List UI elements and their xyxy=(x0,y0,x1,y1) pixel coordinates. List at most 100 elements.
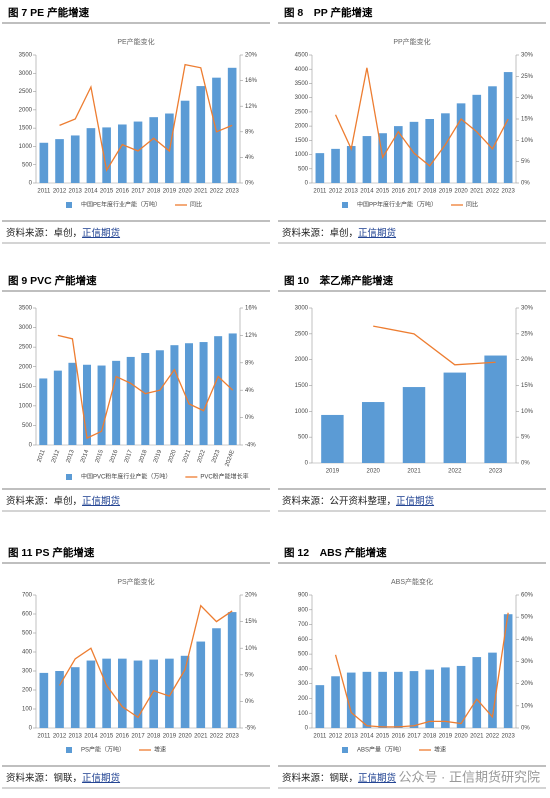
y2-tick-label: 0% xyxy=(245,181,254,187)
y-tick-label: 3000 xyxy=(19,71,33,77)
x-tick-label: 2022 xyxy=(197,449,207,464)
figure-title: 图 9 PVC 产能增速 xyxy=(8,274,97,287)
y2-tick-label: 0% xyxy=(245,415,254,421)
y-tick-label: 2500 xyxy=(295,109,309,115)
bar xyxy=(126,356,135,445)
x-tick-label: 2014 xyxy=(360,189,374,195)
x-tick-label: 2019 xyxy=(326,469,340,475)
bar xyxy=(315,685,325,728)
y2-tick-label: 10% xyxy=(521,703,534,709)
y-tick-label: 700 xyxy=(298,622,309,628)
bar xyxy=(55,671,64,728)
x-tick-label: 2015 xyxy=(376,734,390,740)
bar xyxy=(55,139,64,183)
figure-title: 图 8 PP 产能增速 xyxy=(284,6,373,19)
x-tick-label: 2021 xyxy=(407,469,421,475)
y2-tick-label: 20% xyxy=(521,95,534,101)
legend-label: 同比 xyxy=(190,201,202,209)
bar xyxy=(441,667,450,728)
bar xyxy=(141,353,150,445)
x-tick-label: 2018 xyxy=(423,189,437,195)
y-tick-label: 1500 xyxy=(19,384,33,390)
y2-tick-label: 15% xyxy=(521,383,534,389)
y-tick-label: 300 xyxy=(298,681,309,687)
y-tick-label: 2000 xyxy=(19,107,33,113)
y-tick-label: 400 xyxy=(298,666,309,672)
y2-tick-label: 8% xyxy=(245,360,254,366)
bar xyxy=(39,378,48,445)
x-tick-label: 2021 xyxy=(470,189,484,195)
x-tick-label: 2021 xyxy=(470,734,484,740)
bar xyxy=(97,365,106,445)
y-tick-label: 200 xyxy=(298,696,309,702)
y2-tick-label: 16% xyxy=(245,306,258,312)
bar xyxy=(39,142,49,183)
y-tick-label: 600 xyxy=(298,637,309,643)
x-tick-label: 2015 xyxy=(376,189,390,195)
y-tick-label: 0 xyxy=(305,726,309,732)
x-tick-label: 2014 xyxy=(80,449,90,464)
x-tick-label: 2022 xyxy=(210,189,224,195)
bar xyxy=(53,370,62,445)
source-text: 资料来源：卓创， xyxy=(6,227,82,239)
x-tick-label: 2024E xyxy=(225,449,237,467)
y2-tick-label: 12% xyxy=(245,333,258,339)
x-tick-label: 2012 xyxy=(53,734,67,740)
x-tick-label: 2021 xyxy=(194,734,208,740)
source-link: 正信期货 xyxy=(82,495,120,507)
x-tick-label: 2018 xyxy=(147,189,161,195)
x-tick-label: 2013 xyxy=(69,189,83,195)
y2-tick-label: 20% xyxy=(245,53,258,59)
y2-tick-label: 30% xyxy=(521,306,534,312)
y-tick-label: 500 xyxy=(22,631,33,637)
bar xyxy=(180,100,190,183)
bar xyxy=(86,128,96,183)
x-tick-label: 2023 xyxy=(489,469,503,475)
source: 资料来源：卓创，正信期货 xyxy=(6,227,120,239)
bar xyxy=(503,614,513,728)
bar xyxy=(402,387,426,463)
bar xyxy=(112,360,121,445)
y-tick-label: 3500 xyxy=(19,306,33,312)
y2-tick-label: 0% xyxy=(521,461,530,467)
x-tick-label: 2011 xyxy=(313,189,327,195)
x-tick-label: 2016 xyxy=(116,734,130,740)
y-tick-label: 800 xyxy=(298,607,309,613)
bar xyxy=(196,86,206,183)
x-tick-label: 2014 xyxy=(84,734,98,740)
y-tick-label: 1000 xyxy=(295,152,309,158)
x-tick-label: 2018 xyxy=(423,734,437,740)
y-tick-label: 300 xyxy=(22,669,33,675)
x-tick-label: 2020 xyxy=(168,449,178,464)
watermark: 公众号 · 正信期货研究院 xyxy=(398,769,540,784)
bar xyxy=(346,672,356,728)
bar xyxy=(443,372,467,463)
y-tick-label: 4500 xyxy=(295,53,309,59)
source-link: 正信期货 xyxy=(82,227,120,239)
legend-swatch xyxy=(66,202,72,208)
legend-swatch xyxy=(66,747,72,753)
y2-tick-label: 15% xyxy=(245,619,258,625)
x-tick-label: 2015 xyxy=(100,189,114,195)
y-tick-label: 500 xyxy=(298,435,309,441)
y2-tick-label: 25% xyxy=(521,331,534,337)
y2-tick-label: 0% xyxy=(521,726,530,732)
bar xyxy=(393,126,403,183)
y2-tick-label: 30% xyxy=(521,53,534,59)
y2-tick-label: 16% xyxy=(245,78,258,84)
x-tick-label: 2022 xyxy=(210,734,224,740)
y-tick-label: 1500 xyxy=(295,383,309,389)
y2-tick-label: 25% xyxy=(521,74,534,80)
bar xyxy=(488,652,497,728)
bar xyxy=(165,658,174,728)
y2-tick-label: 5% xyxy=(521,159,530,165)
bar xyxy=(472,657,482,728)
chart-title: ABS产能变化 xyxy=(391,577,433,586)
y-tick-label: 400 xyxy=(22,650,33,656)
x-tick-label: 2021 xyxy=(194,189,208,195)
bar xyxy=(362,136,372,183)
x-tick-label: 2020 xyxy=(454,734,468,740)
bar xyxy=(503,72,513,183)
x-tick-label: 2018 xyxy=(138,449,148,464)
